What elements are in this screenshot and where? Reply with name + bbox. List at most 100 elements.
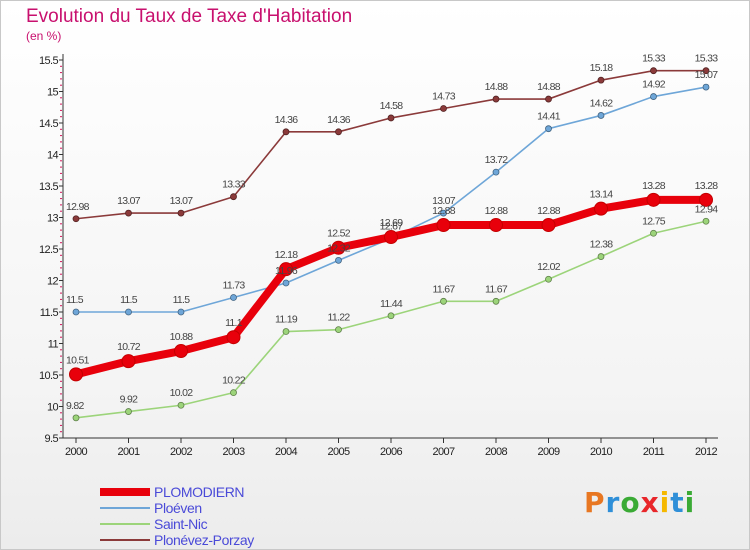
data-point-plonevez-porzay <box>335 128 342 136</box>
data-point-plonevez-porzay <box>177 209 185 217</box>
data-label-plonevez-porzay: 13.33 <box>222 179 246 191</box>
data-point-saint-nic <box>72 414 80 422</box>
data-point-plonevez-porzay <box>230 193 237 201</box>
x-tick-label: 2007 <box>432 446 455 458</box>
x-tick-label: 2000 <box>65 446 88 458</box>
data-point-plonevez-porzay <box>282 128 290 136</box>
brand-letter: P <box>584 486 606 519</box>
data-point-ploeven <box>125 308 132 316</box>
data-label-plomodiern: 13.14 <box>590 189 614 201</box>
x-tick-label: 2006 <box>380 446 403 458</box>
data-label-ploeven: 11.5 <box>173 294 191 306</box>
data-point-plomodiern <box>699 192 713 207</box>
data-label-plonevez-porzay: 14.36 <box>327 114 351 126</box>
data-label-saint-nic: 11.44 <box>380 298 403 310</box>
y-tick-label: 12 <box>47 276 59 288</box>
brand-letter: x <box>640 486 660 519</box>
data-label-plomodiern: 13.28 <box>642 180 666 192</box>
data-label-plonevez-porzay: 15.18 <box>590 62 614 74</box>
data-label-plonevez-porzay: 12.98 <box>66 201 90 213</box>
data-point-ploeven <box>177 308 185 316</box>
data-label-saint-nic: 11.22 <box>328 312 351 324</box>
data-point-saint-nic <box>650 229 657 237</box>
data-label-ploeven: 11.73 <box>223 280 246 292</box>
x-tick-label: 2009 <box>537 446 560 458</box>
data-point-saint-nic <box>702 217 710 225</box>
data-point-ploeven <box>282 279 290 287</box>
data-label-plomodiern: 12.52 <box>327 228 351 240</box>
data-label-ploeven: 13.07 <box>432 195 456 207</box>
data-point-plomodiern <box>279 262 293 277</box>
y-tick-label: 9.5 <box>45 433 59 445</box>
data-label-plomodiern: 13.28 <box>695 180 719 192</box>
x-tick-label: 2005 <box>327 446 350 458</box>
data-point-plomodiern <box>226 330 241 345</box>
data-point-plomodiern <box>541 218 556 233</box>
data-label-ploeven: 12.67 <box>380 220 404 232</box>
y-tick-label: 11 <box>48 339 59 351</box>
data-point-saint-nic <box>545 275 552 283</box>
brand-logo: Proxiti <box>584 486 695 519</box>
legend-swatch <box>100 488 150 496</box>
x-tick-label: 2011 <box>643 446 665 458</box>
x-tick-label: 2003 <box>222 446 245 458</box>
data-point-plomodiern <box>436 218 451 233</box>
data-point-plomodiern <box>594 201 608 216</box>
data-point-plonevez-porzay <box>492 95 500 103</box>
data-label-plomodiern: 11.1 <box>225 317 243 329</box>
y-tick-label: 13 <box>47 213 59 225</box>
chart-title: Evolution du Taux de Taxe d'Habitation <box>26 6 353 27</box>
data-point-saint-nic <box>492 297 500 305</box>
legend-swatch <box>100 523 150 525</box>
data-label-saint-nic: 11.67 <box>433 283 456 295</box>
data-label-ploeven: 11.96 <box>275 265 298 277</box>
axes: 9.5 10 10.5 11 11.5 12 12.5 13 13.5 14 14.5 15 15.5 2… <box>39 54 718 458</box>
data-label-plonevez-porzay: 14.88 <box>485 81 509 93</box>
data-label-saint-nic: 12.02 <box>537 261 561 273</box>
data-label-ploeven: 13.72 <box>485 154 509 166</box>
brand-letter: o <box>620 486 641 519</box>
data-label-plomodiern: 12.88 <box>485 205 509 217</box>
y-tick-label: 10.5 <box>39 370 58 382</box>
x-tick-label: 2012 <box>695 446 718 458</box>
data-point-ploeven <box>440 209 447 217</box>
brand-letter: i <box>684 486 696 519</box>
data-point-ploeven <box>545 125 552 133</box>
data-label-plomodiern: 12.88 <box>537 205 561 217</box>
data-label-plomodiern: 10.72 <box>117 341 141 353</box>
data-point-ploeven <box>492 168 500 176</box>
legend-swatch <box>100 507 150 509</box>
data-label-ploeven: 14.92 <box>642 79 666 91</box>
data-point-plonevez-porzay <box>702 67 710 75</box>
data-point-plonevez-porzay <box>650 67 657 75</box>
data-label-plomodiern: 12.88 <box>432 205 456 217</box>
data-label-saint-nic: 12.38 <box>590 239 614 251</box>
y-tick-label: 15.5 <box>39 55 58 67</box>
data-point-ploeven <box>230 294 237 301</box>
data-point-saint-nic <box>335 326 342 334</box>
data-point-plomodiern <box>489 218 503 233</box>
unit-label: (en %) <box>26 29 62 43</box>
data-label-ploeven: 14.62 <box>590 97 614 109</box>
legend-label: Saint-Nic <box>154 516 208 532</box>
legend-label: PLOMODIERN <box>154 484 245 500</box>
y-tick-label: 13.5 <box>39 181 58 193</box>
data-point-plomodiern <box>646 192 661 207</box>
data-point-ploeven <box>650 93 657 100</box>
data-label-ploeven: 11.5 <box>66 294 84 306</box>
data-point-plonevez-porzay <box>597 76 605 84</box>
y-tick-label: 10 <box>47 402 59 414</box>
x-tick-label: 2001 <box>117 446 140 458</box>
data-label-plonevez-porzay: 13.07 <box>117 195 141 207</box>
data-label-saint-nic: 9.92 <box>120 394 138 406</box>
data-label-plonevez-porzay: 14.88 <box>537 81 561 93</box>
brand-letter: t <box>670 486 685 519</box>
data-label-plonevez-porzay: 13.07 <box>170 195 194 207</box>
data-label-saint-nic: 9.82 <box>66 400 84 412</box>
data-point-plomodiern <box>384 230 398 245</box>
data-point-saint-nic <box>282 328 290 335</box>
data-point-saint-nic <box>597 253 605 260</box>
data-label-plonevez-porzay: 14.58 <box>380 100 404 112</box>
legend-label: Plonévez-Porzay <box>154 532 254 548</box>
